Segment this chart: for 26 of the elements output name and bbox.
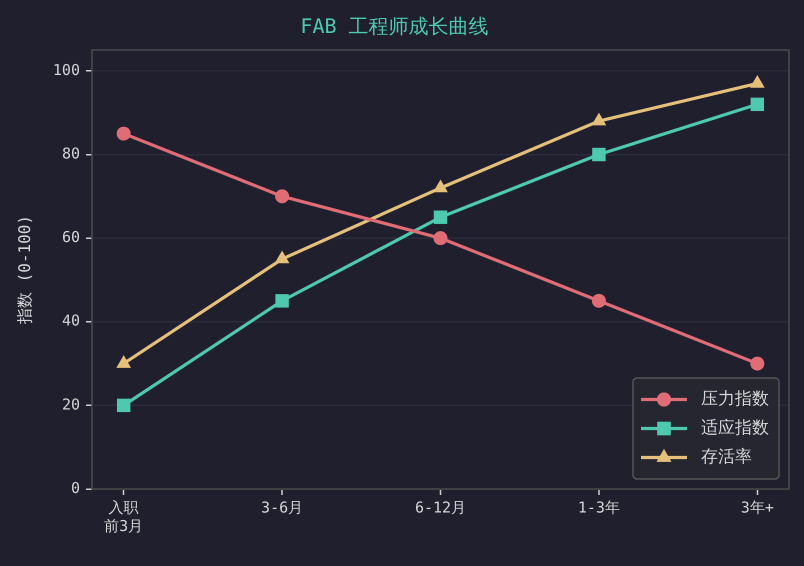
y-tick-label: 0 xyxy=(70,478,80,497)
legend-label: 压力指数 xyxy=(701,388,769,409)
y-tick-label: 60 xyxy=(62,228,80,246)
point xyxy=(275,189,290,204)
point xyxy=(434,210,448,224)
point xyxy=(116,398,130,412)
y-axis-title: 指数 (0-100) xyxy=(14,214,34,326)
legend-label: 适应指数 xyxy=(701,418,769,438)
y-tick-label: 20 xyxy=(62,395,80,414)
y-tick-label: 80 xyxy=(62,144,80,162)
x-tick-label: 入职前3月 xyxy=(104,498,144,536)
x-tick-label: 6-12月 xyxy=(414,498,466,516)
point xyxy=(750,98,764,112)
y-tick-label: 100 xyxy=(52,60,80,79)
point xyxy=(275,294,289,308)
x-tick-label: 3-6月 xyxy=(261,498,304,516)
point xyxy=(434,231,448,246)
x-tick-label: 1-3年 xyxy=(578,498,620,516)
point xyxy=(592,148,606,162)
legend-label: 存活率 xyxy=(701,446,752,467)
chart-title: FAB 工程师成长曲线 xyxy=(300,14,489,38)
point xyxy=(750,356,764,371)
x-tick-label: 3年+ xyxy=(740,498,774,516)
point xyxy=(592,294,606,308)
point xyxy=(116,126,131,141)
y-tick-label: 40 xyxy=(62,312,80,330)
